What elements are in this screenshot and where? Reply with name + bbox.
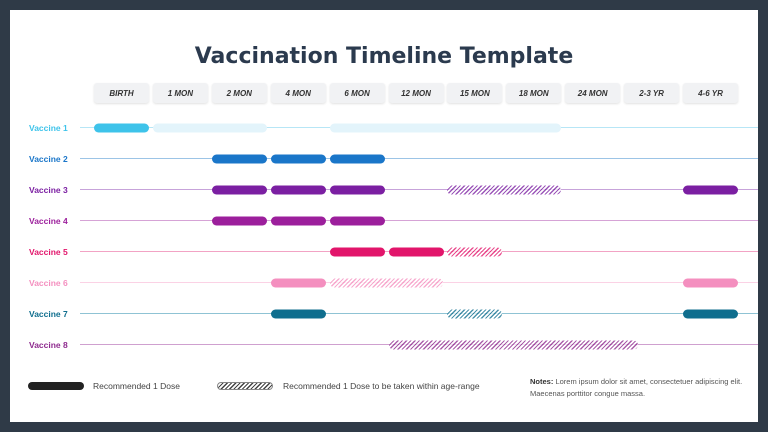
row-line [80, 220, 758, 221]
dose-bar [683, 309, 738, 318]
notes: Notes: Lorem ipsum dolor sit amet, conse… [530, 376, 745, 399]
dose-range-hatch [447, 247, 503, 256]
column-header: 15 MON [447, 83, 503, 103]
dose-bar [211, 185, 267, 194]
dose-range-bar [152, 123, 267, 132]
legend-solid-label: Recommended 1 Dose [93, 381, 180, 391]
dose-bar [270, 154, 326, 163]
dose-bar [329, 185, 385, 194]
dose-bar [270, 185, 326, 194]
dose-range-hatch [388, 340, 638, 349]
column-header: 18 MON [506, 83, 562, 103]
dose-bar [683, 185, 738, 194]
dose-bar [329, 216, 385, 225]
dose-bar [329, 154, 385, 163]
row-label: Vaccine 6 [29, 278, 68, 288]
dose-bar [211, 154, 267, 163]
row-label: Vaccine 3 [29, 185, 68, 195]
column-header: 12 MON [388, 83, 444, 103]
dose-bar [270, 216, 326, 225]
row-label: Vaccine 1 [29, 123, 68, 133]
legend-hatch-label: Recommended 1 Dose to be taken within ag… [283, 381, 480, 391]
column-header: 1 MON [152, 83, 208, 103]
dose-bar [270, 278, 326, 287]
column-header: 6 MON [329, 83, 385, 103]
dose-bar [388, 247, 444, 256]
legend-hatch-swatch [217, 382, 273, 390]
row-label: Vaccine 8 [29, 340, 68, 350]
row-label: Vaccine 4 [29, 216, 68, 226]
dose-range-hatch [447, 185, 562, 194]
slide: Vaccination Timeline Template BIRTH 1 MON… [10, 10, 758, 422]
dose-range-hatch [329, 278, 444, 287]
row-line [80, 189, 758, 190]
notes-label: Notes: [530, 377, 554, 386]
dose-bar [270, 309, 326, 318]
dose-bar [683, 278, 738, 287]
dose-bar [94, 123, 149, 132]
dose-bar [211, 216, 267, 225]
column-header: 24 MON [565, 83, 621, 103]
column-header: 2-3 YR [624, 83, 680, 103]
dose-bar [329, 247, 385, 256]
dose-range-bar [329, 123, 562, 132]
column-header: BIRTH [94, 83, 149, 103]
legend-solid-swatch [28, 382, 84, 390]
row-line [80, 158, 758, 159]
column-header: 4-6 YR [683, 83, 738, 103]
row-label: Vaccine 2 [29, 154, 68, 164]
row-label: Vaccine 5 [29, 247, 68, 257]
dose-range-hatch [447, 309, 503, 318]
column-header: 4 MON [270, 83, 326, 103]
column-header: 2 MON [211, 83, 267, 103]
notes-text: Lorem ipsum dolor sit amet, consectetuer… [530, 377, 743, 398]
row-label: Vaccine 7 [29, 309, 68, 319]
row-line [80, 313, 758, 314]
page-title: Vaccination Timeline Template [194, 44, 574, 69]
